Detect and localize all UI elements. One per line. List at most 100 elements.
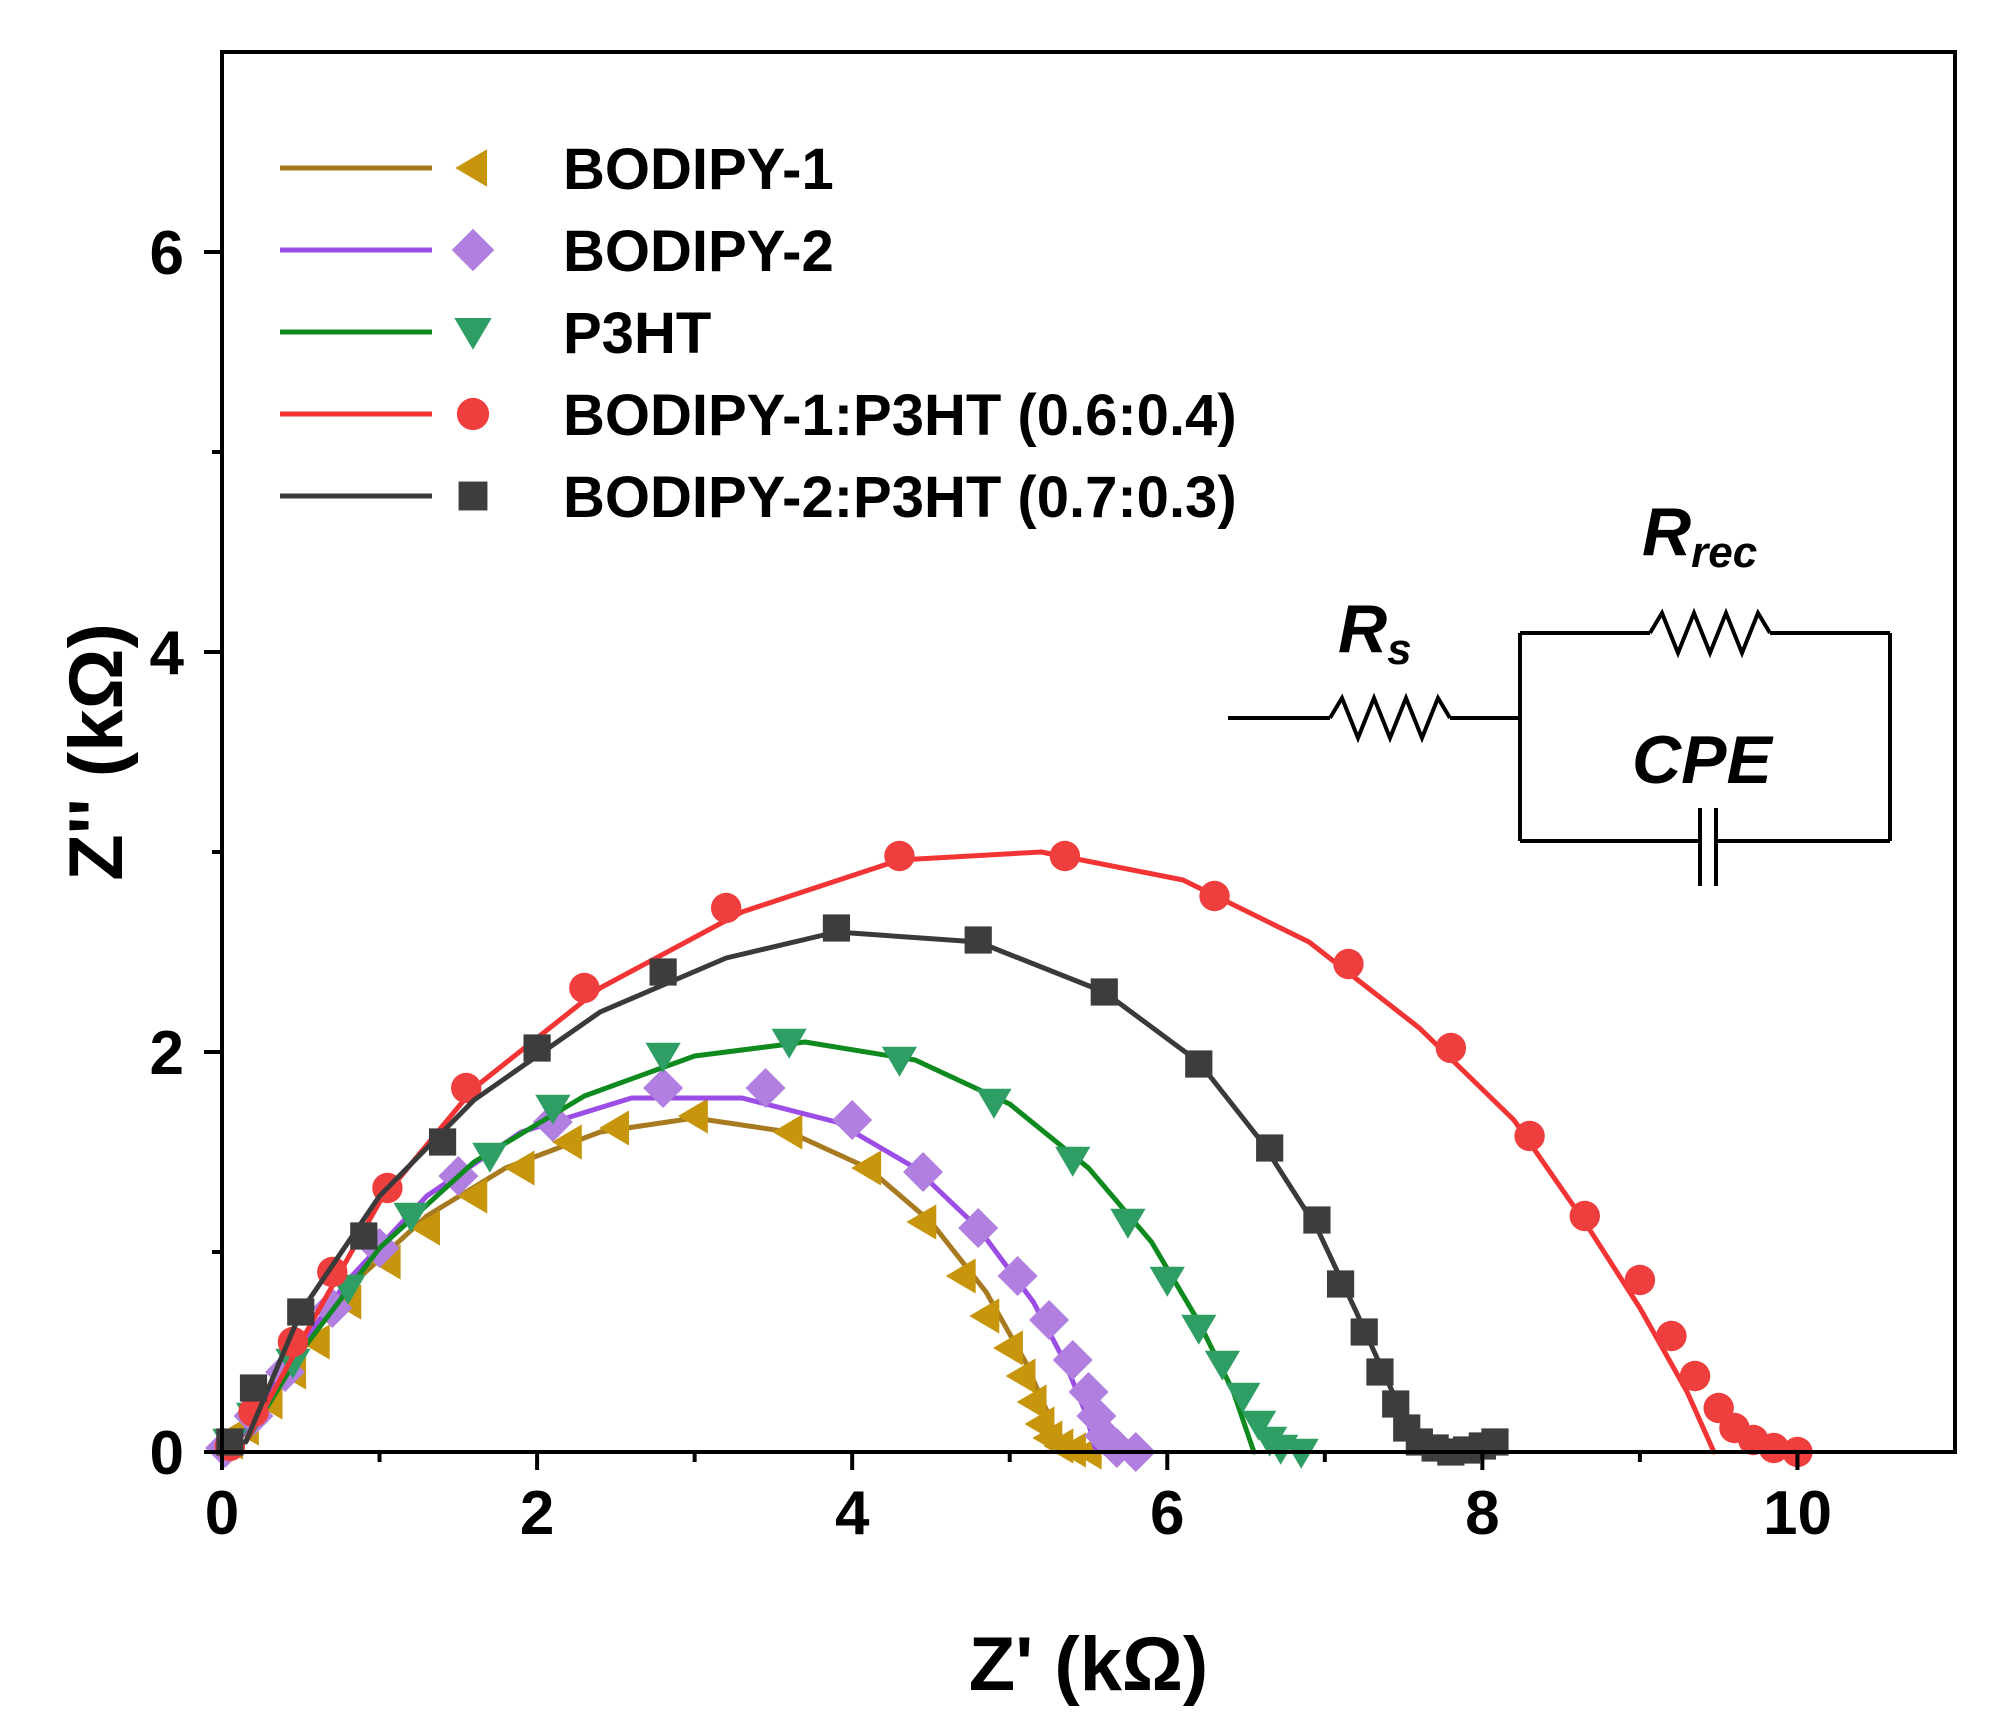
data-point	[906, 1204, 937, 1240]
data-point	[599, 1110, 630, 1146]
data-point	[1326, 1270, 1355, 1298]
data-point	[1199, 880, 1230, 912]
data-point	[1656, 1320, 1687, 1352]
fit-line	[243, 1039, 1257, 1455]
data-point	[1303, 1206, 1331, 1234]
legend-label: BODIPY-2:P3HT (0.7:0.3)	[563, 465, 1237, 530]
data-point	[969, 1298, 1000, 1334]
data-point	[1225, 1382, 1261, 1413]
legend-marker	[451, 228, 495, 272]
data-point	[410, 1210, 441, 1246]
plot-layer	[205, 840, 1813, 1472]
data-point	[643, 1068, 684, 1108]
legend-entry: BODIPY-2	[280, 219, 834, 284]
data-point	[976, 1088, 1012, 1119]
data-point	[350, 1222, 378, 1250]
rs-label: Rs	[1338, 591, 1412, 674]
y-tick-label: 0	[150, 1419, 184, 1488]
data-point	[1382, 1390, 1410, 1418]
y-tick-label: 4	[150, 619, 185, 688]
equivalent-circuit-diagram	[1228, 607, 1892, 886]
data-point	[745, 1068, 786, 1108]
data-point	[428, 1128, 457, 1156]
data-point	[569, 972, 600, 1004]
data-point	[299, 1324, 330, 1360]
data-point	[457, 1178, 488, 1214]
x-tick-label: 10	[1763, 1479, 1832, 1548]
data-point	[1569, 1200, 1600, 1232]
x-tick-label: 8	[1465, 1479, 1499, 1548]
legend-marker	[456, 397, 490, 431]
series-0	[213, 1098, 1102, 1470]
x-tick-label: 4	[835, 1479, 870, 1548]
data-point	[450, 1072, 482, 1104]
cpe-label: CPE	[1632, 722, 1774, 798]
data-point	[1110, 1208, 1146, 1239]
plot-frame	[220, 50, 1957, 1454]
legend-label: BODIPY-1	[563, 137, 834, 202]
legend-label: P3HT	[563, 301, 711, 366]
y-axis-label: Z'' (kΩ)	[54, 623, 139, 881]
data-point	[1049, 840, 1081, 872]
series-4	[216, 914, 1509, 1466]
data-point	[1181, 1314, 1217, 1345]
data-point	[1090, 978, 1118, 1006]
legend-entry: BODIPY-2:P3HT (0.7:0.3)	[280, 465, 1237, 530]
x-axis-label: Z' (kΩ)	[969, 1622, 1208, 1707]
data-point	[1624, 1264, 1656, 1296]
data-point	[1333, 948, 1364, 980]
data-point	[997, 1256, 1038, 1296]
data-point	[393, 1202, 429, 1233]
x-tick-label: 6	[1150, 1479, 1184, 1548]
data-point	[645, 1042, 681, 1073]
legend-marker	[458, 481, 488, 511]
y-tick-label: 2	[150, 1019, 184, 1088]
legend-marker	[455, 149, 488, 187]
resistor-rs-symbol	[1328, 692, 1452, 744]
data-point	[535, 1094, 571, 1125]
data-point	[287, 1298, 315, 1326]
data-point	[1514, 1120, 1545, 1152]
resistor-rrec-symbol	[1648, 607, 1772, 659]
data-point	[472, 1142, 508, 1173]
data-point	[958, 1208, 999, 1248]
fit-line	[235, 1095, 1099, 1455]
data-point	[1149, 1266, 1185, 1297]
axes-layer: 0 2 4 6 8 10 0 2 4 6 Z' (kΩ) Z'' (kΩ)	[54, 50, 1957, 1707]
data-point	[1185, 1050, 1213, 1078]
data-point	[1241, 1410, 1277, 1441]
legend: BODIPY-1 BODIPY-2 P3HT BODIPY-1:P3HT (0.6:0…	[280, 137, 1237, 530]
x-tick-label: 2	[520, 1479, 554, 1548]
data-point	[903, 1152, 944, 1192]
data-point	[1256, 1134, 1284, 1162]
data-point	[1758, 1432, 1790, 1464]
data-point	[1055, 1146, 1091, 1177]
data-point	[1029, 1300, 1070, 1340]
data-point	[1005, 1358, 1036, 1394]
legend-entry: BODIPY-1	[280, 137, 834, 202]
data-point	[649, 958, 677, 986]
data-point	[945, 1258, 976, 1294]
series-1	[205, 1068, 1156, 1472]
data-point	[1350, 1318, 1378, 1346]
legend-entry: BODIPY-1:P3HT (0.6:0.4)	[280, 383, 1237, 448]
data-point	[551, 1124, 582, 1160]
x-tick-label: 0	[205, 1479, 239, 1548]
data-point	[884, 840, 915, 872]
data-point	[832, 1100, 873, 1140]
data-point	[1435, 1032, 1467, 1064]
y-tick-label: 6	[150, 219, 184, 288]
data-point	[710, 892, 742, 924]
data-point	[1204, 1350, 1241, 1381]
data-point	[964, 926, 992, 954]
data-point	[993, 1330, 1023, 1366]
data-point	[239, 1374, 268, 1402]
legend-label: BODIPY-1:P3HT (0.6:0.4)	[563, 383, 1237, 448]
legend-marker	[454, 317, 492, 350]
data-point	[1366, 1358, 1394, 1386]
legend-label: BODIPY-2	[563, 219, 834, 284]
data-point	[822, 914, 851, 942]
data-point	[1016, 1384, 1047, 1420]
data-point	[523, 1034, 551, 1062]
